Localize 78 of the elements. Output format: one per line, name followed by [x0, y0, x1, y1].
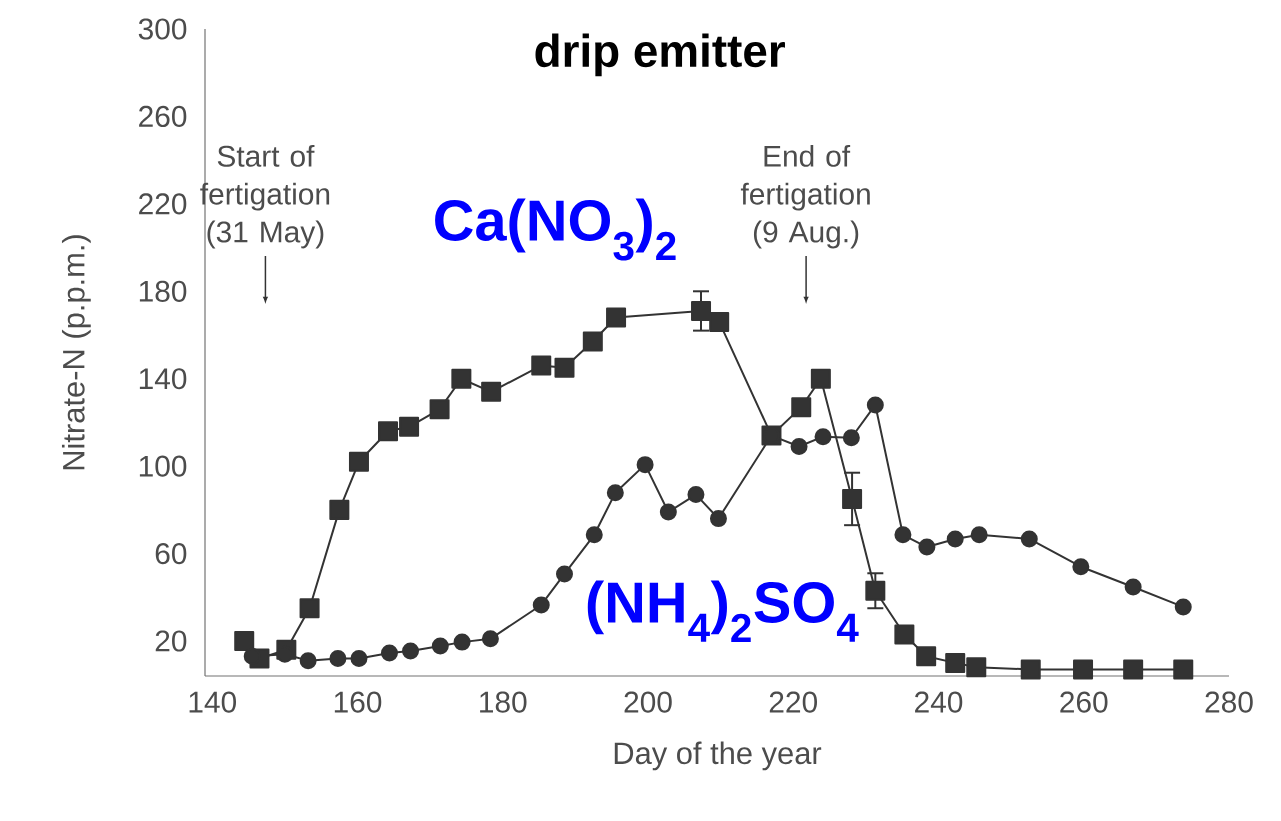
point [636, 456, 654, 474]
point [918, 538, 936, 556]
point [894, 624, 915, 645]
point [945, 652, 966, 673]
point [453, 633, 471, 651]
point [709, 311, 730, 332]
point [1174, 598, 1192, 616]
point [1020, 659, 1041, 680]
x-tick-label: 240 [915, 691, 963, 713]
y-tick-label: 60 [155, 543, 187, 565]
point [1020, 530, 1038, 548]
point [1073, 659, 1094, 680]
point [687, 486, 705, 504]
y-tick-label: 140 [139, 368, 187, 390]
point [1123, 659, 1144, 680]
point [555, 565, 573, 583]
y-axis-title: Nitrate-N (p.p.m.) [61, 235, 91, 470]
point [582, 331, 603, 352]
point [380, 644, 398, 662]
x-tick-label: 160 [334, 691, 382, 713]
series-label: Ca(NO$_{3}$)$_{2}$ [435, 198, 676, 261]
point [1173, 659, 1194, 680]
y-tick-label: 220 [139, 193, 187, 215]
x-tick-label: 200 [624, 691, 672, 713]
point [946, 530, 964, 548]
point [1124, 578, 1142, 596]
point [451, 368, 472, 389]
point [606, 484, 624, 502]
point [842, 429, 860, 447]
x-tick-label: 220 [769, 691, 818, 713]
point [531, 355, 552, 376]
point [1072, 558, 1090, 576]
annotation: Start of fertigation (31 May) [200, 144, 330, 249]
point [966, 657, 987, 678]
y-tick-label: 300 [138, 18, 187, 40]
point [234, 631, 255, 652]
point [606, 307, 627, 328]
point [532, 596, 550, 614]
point [554, 357, 575, 378]
x-axis-title: Day of the year [614, 741, 822, 771]
point [329, 650, 347, 668]
series-label: (NH$_{4}$)$_{2}$SO$_{4}$ [587, 580, 859, 643]
point [970, 526, 988, 544]
chart-title: drip emitter [535, 33, 785, 77]
point [431, 637, 449, 655]
point [329, 499, 350, 520]
point [481, 381, 502, 402]
point [916, 646, 937, 667]
x-tick-label: 280 [1205, 691, 1253, 713]
point [402, 642, 420, 660]
point [585, 526, 603, 544]
point [299, 598, 320, 619]
y-tick-label: 100 [139, 455, 187, 477]
point [894, 526, 912, 544]
x-tick-label: 180 [480, 691, 527, 713]
point [865, 580, 886, 601]
y-tick-label: 260 [139, 105, 187, 128]
point [481, 630, 499, 648]
point [791, 397, 812, 418]
x-tick-label: 260 [1060, 691, 1108, 713]
y-tick-label: 180 [139, 280, 187, 302]
point [810, 368, 831, 389]
point [348, 451, 369, 472]
point [659, 503, 677, 521]
point [399, 416, 420, 437]
point [299, 652, 317, 670]
point [429, 399, 450, 420]
point [790, 437, 808, 455]
annotation: End of fertigation (9 Aug.) [740, 144, 870, 249]
point [814, 428, 832, 446]
x-tick-label: 140 [189, 691, 237, 713]
point [709, 510, 727, 528]
point [378, 421, 399, 442]
point [350, 650, 368, 668]
point [691, 300, 712, 321]
y-tick-label: 20 [155, 630, 187, 652]
point [866, 396, 884, 414]
point [842, 488, 863, 509]
